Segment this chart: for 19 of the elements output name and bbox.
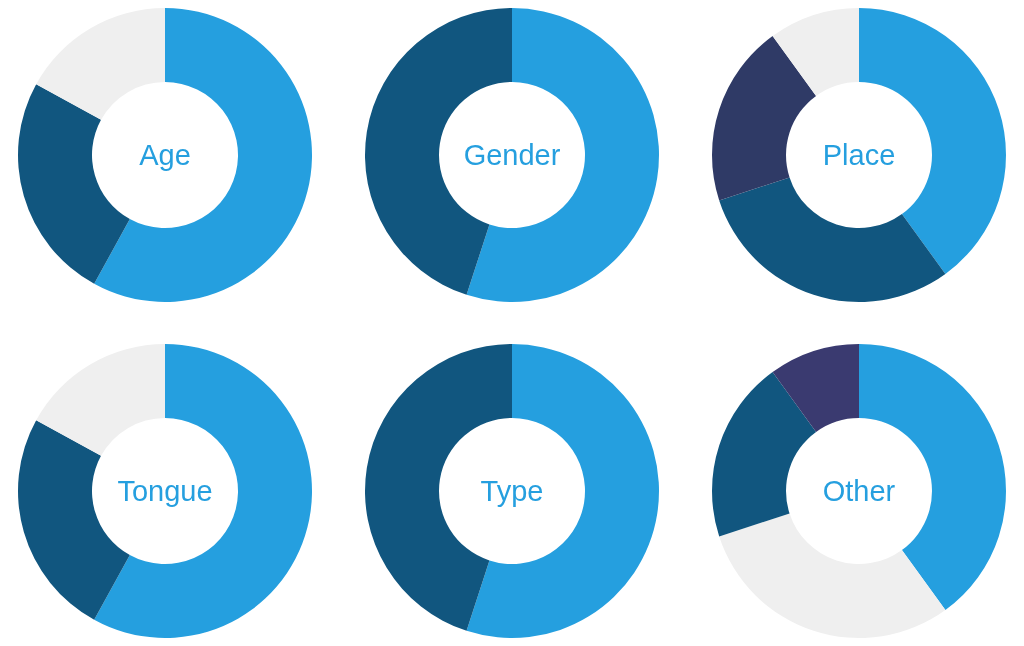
donut-slice [36, 344, 165, 456]
donut-slice [36, 8, 165, 120]
donut-slice [772, 8, 859, 96]
donut-slice [466, 8, 659, 302]
text: Tongue [117, 475, 213, 508]
text: Place [822, 139, 896, 172]
donut-slice [94, 8, 312, 302]
text: Type [480, 475, 544, 508]
text: Gender [463, 139, 561, 172]
text: Age [139, 139, 191, 172]
donut-slice [94, 344, 312, 638]
donut-slice [719, 513, 946, 638]
donut-slice [18, 84, 130, 284]
donut-slice [712, 36, 817, 201]
donut-slice [466, 344, 659, 638]
text: Other [822, 475, 896, 508]
donut-slice [712, 372, 817, 537]
donut-slice [772, 344, 859, 432]
donut-slice [719, 177, 946, 302]
